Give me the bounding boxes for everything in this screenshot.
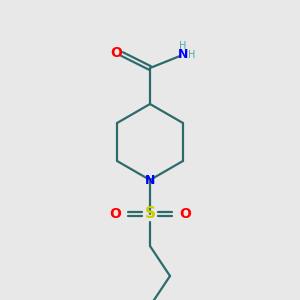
Text: O: O <box>179 207 191 221</box>
Text: H: H <box>188 50 196 60</box>
Text: O: O <box>110 46 122 60</box>
Text: S: S <box>145 206 155 221</box>
Text: N: N <box>145 173 155 187</box>
Text: O: O <box>109 207 121 221</box>
Text: N: N <box>178 49 188 62</box>
Text: H: H <box>179 41 187 51</box>
